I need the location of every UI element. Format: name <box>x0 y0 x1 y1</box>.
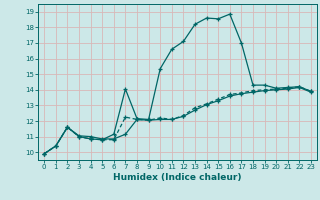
X-axis label: Humidex (Indice chaleur): Humidex (Indice chaleur) <box>113 173 242 182</box>
